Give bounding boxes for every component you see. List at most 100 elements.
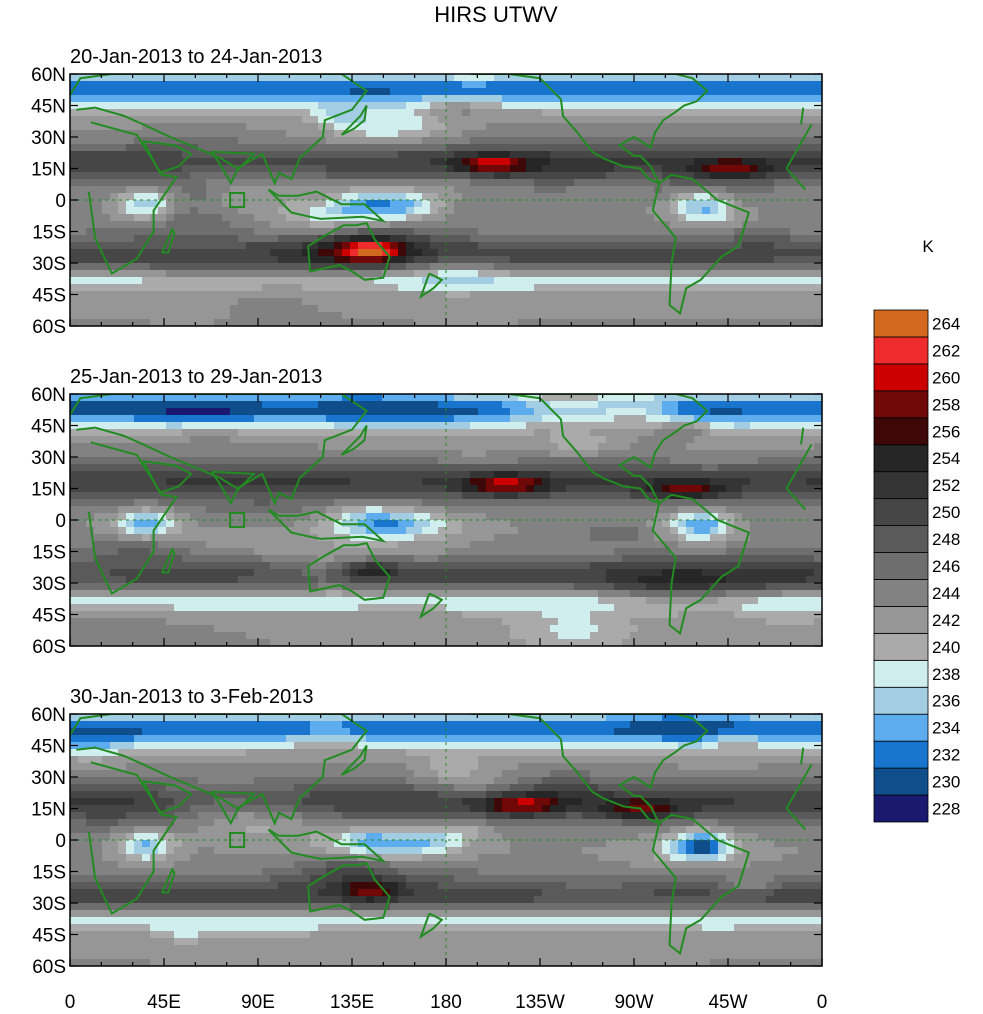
region-box [229,192,246,208]
field-2 [70,394,822,646]
colorbar: K 228 230 232 234 236 238 240 242 244 246 248 250 25… [873,237,960,823]
map-panel-1: 20-Jan-2013 to 24-Jan-2013 60N 45N 30N 15N 0… [31,46,823,338]
colorbar-swatch [873,444,929,473]
colorbar-tick-label: 264 [932,314,960,333]
colorbar-tick-label: 230 [932,773,960,792]
lat-tick-label: 45N [31,417,66,438]
lat-tick-label: 0 [55,511,66,532]
lon-tick-label: 45E [147,992,181,1013]
colorbar-swatch [873,606,929,634]
lat-tick-label: 60N [31,705,66,726]
lat-tick-label: 30N [31,128,66,149]
colorbar-units: K [922,237,934,256]
colorbar-tick-label: 248 [932,530,960,549]
lon-tick-label: 180 [430,992,462,1013]
lat-tick-label: 15S [32,863,66,884]
lon-tick-label: 135W [515,992,565,1013]
colorbar-tick-label: 258 [932,395,960,414]
map-frame-3: 60N 45N 30N 15N 0 15S 30S 45S 60S [31,705,823,978]
coastlines [70,394,813,636]
lat-tick-label: 60N [31,65,66,86]
lat-tick-label: 30S [32,574,66,595]
colorbar-swatch [873,417,929,446]
colorbar-tick-label: 242 [932,611,960,630]
lat-tick-label: 30S [32,894,66,915]
lat-tick-label: 15N [31,160,66,181]
colorbar-tick-label: 262 [932,341,960,360]
colorbar-swatch [873,767,929,796]
colorbar-tick-label: 238 [932,665,960,684]
colorbar-swatch [873,525,929,553]
panel-date-range-2: 25-Jan-2013 to 29-Jan-2013 [70,366,322,388]
colorbar-tick-label: 260 [932,368,960,387]
contour-field [70,394,822,646]
colorbar-swatch [873,632,929,661]
panel-date-range-3: 30-Jan-2013 to 3-Feb-2013 [70,686,314,708]
colorbar-swatch [873,309,929,338]
colorbar-tick-label: 246 [932,557,960,576]
colorbar-tick-label: 232 [932,746,960,765]
contour-field [70,714,822,966]
lon-tick-label: 45W [708,992,747,1013]
colorbar-tick-label: 236 [932,692,960,711]
map-panel-2: 25-Jan-2013 to 29-Jan-2013 60N 45N 30N 15N 0… [31,366,823,658]
colorbar-tick-label: 244 [932,584,960,603]
coastlines [70,714,813,956]
lon-tick-label: 0 [65,992,76,1013]
colorbar-swatch [873,713,929,742]
lat-tick-label: 60S [32,637,66,658]
field-1 [70,74,822,326]
colorbar-swatch [873,336,929,365]
lat-tick-label: 15S [32,543,66,564]
lat-tick-label: 0 [55,191,66,212]
map-frame-1: 60N 45N 30N 15N 0 15S 30S 45S 60S [31,65,823,338]
lat-tick-label: 0 [55,831,66,852]
field-3 [70,714,822,966]
lat-tick-label: 45S [32,926,66,947]
colorbar-tick-label: 254 [932,449,960,468]
lat-tick-label: 30N [31,768,66,789]
lat-tick-label: 60S [32,957,66,978]
coastlines [70,74,813,316]
colorbar-swatch [873,471,929,500]
colorbar-swatch [873,686,929,715]
colorbar-tick-label: 240 [932,638,960,657]
map-panel-3: 30-Jan-2013 to 3-Feb-2013 60N 45N 30N 15N 0 1… [31,686,823,978]
lon-tick-label: 90E [241,992,275,1013]
lat-tick-label: 45S [32,606,66,627]
region-box [229,832,246,848]
lat-tick-label: 45N [31,97,66,118]
lon-tick-label: 90W [614,992,653,1013]
colorbar-swatch [873,740,929,769]
lat-tick-label: 45N [31,737,66,758]
lat-tick-label: 15N [31,800,66,821]
colorbar-swatch [873,659,929,688]
panel-date-range-1: 20-Jan-2013 to 24-Jan-2013 [70,46,322,68]
longitude-axis: 0 45E 90E 135E 180 135W 90W 45W 0 [65,992,828,1013]
lat-tick-label: 45S [32,286,66,307]
colorbar-swatch [873,498,929,526]
region-box [229,512,246,528]
colorbar-tick-label: 250 [932,503,960,522]
colorbar-swatch [873,363,929,392]
lat-tick-label: 15S [32,223,66,244]
lat-tick-label: 60S [32,317,66,338]
lat-tick-label: 60N [31,385,66,406]
lat-tick-label: 30S [32,254,66,275]
colorbar-tick-label: 234 [932,719,960,738]
map-frame-2: 60N 45N 30N 15N 0 15S 30S 45S 60S [31,385,823,658]
lat-tick-label: 15N [31,480,66,501]
colorbar-tick-label: 252 [932,476,960,495]
lon-tick-label: 135E [330,992,374,1013]
colorbar-swatch [873,579,929,607]
lat-tick-label: 30N [31,448,66,469]
colorbar-swatch [873,794,929,823]
colorbar-swatch [873,390,929,419]
lon-tick-label: 0 [817,992,828,1013]
colorbar-tick-label: 256 [932,422,960,441]
colorbar-tick-label: 228 [932,800,960,819]
colorbar-swatch [873,552,929,580]
figure-title: HIRS UTWV [434,2,558,27]
